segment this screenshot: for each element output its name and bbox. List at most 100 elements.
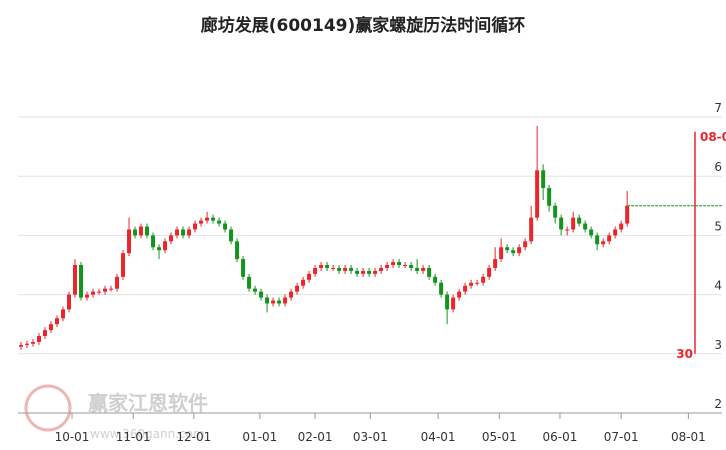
watermark-name: 赢家江恩软件 [88,391,208,415]
candle [151,232,156,251]
candle [445,291,450,325]
candle-body [61,309,66,319]
candle-body [49,324,54,331]
candle [325,262,330,271]
x-tick-label: 04-01 [421,430,456,444]
candle-body [433,276,438,283]
x-tick-label: 03-01 [353,430,388,444]
candle [235,238,240,263]
candle-body [553,205,558,218]
candle [415,259,420,274]
candle-body [217,220,222,224]
candle-body [475,282,480,284]
candle-body [499,247,504,260]
candle-body [589,229,594,236]
candle [109,285,114,292]
candle-body [517,247,522,254]
candle [397,259,402,268]
candle-body [259,291,264,298]
y-tick-label: 5 [714,219,722,233]
candle-body [103,288,108,292]
candle [31,339,36,347]
candle [157,244,162,260]
candle [265,294,270,313]
candle [457,288,462,301]
candle [493,247,498,271]
candle [451,294,456,313]
candle [79,262,84,301]
candle-body [397,262,402,265]
candle [625,191,630,227]
candle [337,265,342,274]
candle [511,247,516,257]
candle [277,297,282,307]
candle-body [367,270,372,274]
candle-body [91,291,96,295]
candle [253,285,258,295]
candle [619,220,624,233]
candle [61,306,66,322]
candle [607,232,612,245]
y-tick-label: 6 [714,160,722,174]
candle-body [25,343,30,345]
candle-body [463,285,468,292]
candle [559,214,564,236]
candle [541,164,546,200]
candle [343,265,348,274]
candle [55,315,60,328]
candle [403,262,408,268]
candle-body [577,217,582,224]
candle-body [235,241,240,260]
candle [553,202,558,224]
candle-body [229,229,234,242]
candle [385,262,390,271]
candle-body [343,267,348,271]
candle [313,265,318,277]
candle [421,265,426,274]
candle-body [625,205,630,224]
candle [391,259,396,268]
candle [25,340,30,348]
candle [361,267,366,277]
candle [73,259,78,298]
candle-body [271,300,276,304]
candle [409,262,414,271]
candle [487,265,492,280]
candle-body [457,291,462,298]
candle-body [157,247,162,251]
candle [49,321,54,334]
candle [133,226,138,239]
candle-body [595,235,600,245]
candle-body [19,344,24,347]
candle [127,217,132,257]
candle [463,282,468,295]
candle [163,238,168,254]
candle [589,226,594,239]
candle-body [223,223,228,230]
candle [145,223,150,239]
candle-body [373,270,378,274]
candle-body [277,300,282,304]
x-tick-label: 12-01 [176,430,211,444]
candle-body [349,267,354,271]
x-tick-label: 10-01 [55,430,90,444]
candle [211,214,216,224]
candle-body [505,247,510,251]
candle [499,238,504,263]
candle [517,244,522,257]
candle [319,262,324,271]
candle [241,256,246,280]
candle-body [109,288,114,290]
candle-body [445,294,450,310]
candle-body [601,241,606,245]
x-tick-label: 08-01 [671,430,706,444]
candle [295,282,300,295]
watermark-url: www.360gann.com [90,427,205,441]
candle [355,267,360,277]
candle-body [55,318,60,325]
candle [103,285,108,295]
candle-body [565,229,570,231]
candle-body [67,294,72,310]
candle-body [127,229,132,254]
